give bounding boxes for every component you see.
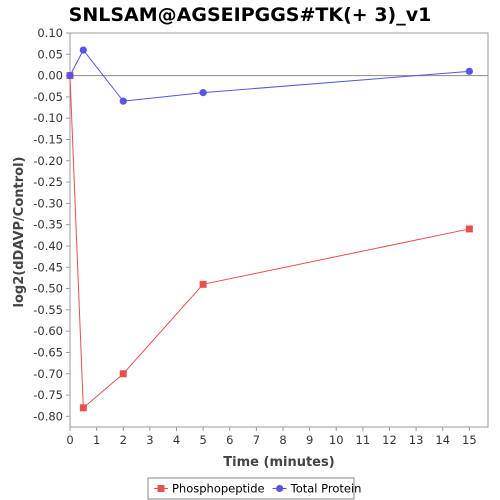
x-tick-label: 0 — [66, 433, 73, 447]
legend-phosphopeptide-marker — [157, 485, 165, 492]
x-tick-label: 3 — [146, 433, 153, 447]
x-tick-label: 12 — [382, 433, 397, 447]
y-tick-label: -0.40 — [33, 239, 63, 253]
x-tick-label: 11 — [356, 433, 371, 447]
y-tick-label: -0.55 — [33, 303, 63, 317]
y-axis-label: log2(dDAVP/Control) — [12, 157, 27, 308]
x-tick-label: 8 — [279, 433, 286, 447]
chart-title: SNLSAM@AGSEIPGGS#TK(+ 3)_v1 — [69, 4, 432, 26]
phosphopeptide-point — [199, 280, 207, 288]
x-tick-label: 14 — [435, 433, 450, 447]
y-tick-label: -0.25 — [33, 175, 63, 189]
total-protein-point — [199, 89, 207, 97]
y-tick-label: -0.65 — [33, 345, 63, 359]
plot-frame — [69, 32, 489, 428]
x-tick-label: 13 — [409, 433, 424, 447]
y-tick-label: -0.20 — [33, 154, 63, 168]
x-tick-label: 5 — [199, 433, 206, 447]
legend-box — [147, 477, 355, 500]
x-tick-label: 15 — [462, 433, 477, 447]
legend-total-protein-label: Total Protein — [290, 482, 362, 496]
legend-phosphopeptide-label: Phosphopeptide — [172, 482, 265, 496]
x-tick-label: 2 — [120, 433, 127, 447]
y-tick-label: -0.35 — [33, 218, 63, 232]
total-protein-point — [66, 71, 74, 80]
y-tick-label: -0.70 — [33, 367, 63, 381]
y-tick-label: -0.15 — [33, 132, 63, 146]
y-tick-label: -0.75 — [33, 388, 63, 402]
total-protein-point — [119, 97, 127, 105]
y-tick-label: -0.30 — [33, 196, 63, 210]
y-tick-label: -0.80 — [33, 409, 63, 423]
x-axis-label: Time (minutes) — [223, 455, 334, 470]
total-protein-point — [465, 67, 473, 75]
y-tick-label: -0.45 — [33, 260, 63, 274]
y-tick-label: -0.10 — [33, 111, 63, 125]
x-tick-label: 1 — [93, 433, 100, 447]
y-tick-label: 0.00 — [37, 69, 63, 83]
phosphopeptide-point — [79, 404, 87, 412]
x-tick-label: 10 — [329, 433, 344, 447]
phosphopeptide-point — [465, 225, 473, 233]
y-tick-label: -0.50 — [33, 282, 63, 296]
phosphopeptide-point — [119, 370, 127, 378]
y-tick-label: -0.05 — [33, 90, 63, 104]
x-tick-label: 4 — [173, 433, 180, 447]
legend: Phosphopeptide Total Protein — [147, 477, 362, 500]
legend-total-protein-marker — [276, 484, 284, 493]
total-protein-point — [79, 46, 87, 54]
x-tick-label: 7 — [253, 433, 260, 447]
y-tick-label: -0.60 — [33, 324, 63, 338]
y-tick-label: 0.10 — [37, 26, 63, 40]
plot-area: 0.10 0.05 0.00 -0.05 -0.10 -0.15 -0.20 -0.25 -0.… — [33, 26, 489, 447]
x-tick-label: 9 — [306, 433, 313, 447]
x-tick-label: 6 — [226, 433, 233, 447]
y-tick-label: 0.05 — [37, 47, 63, 61]
